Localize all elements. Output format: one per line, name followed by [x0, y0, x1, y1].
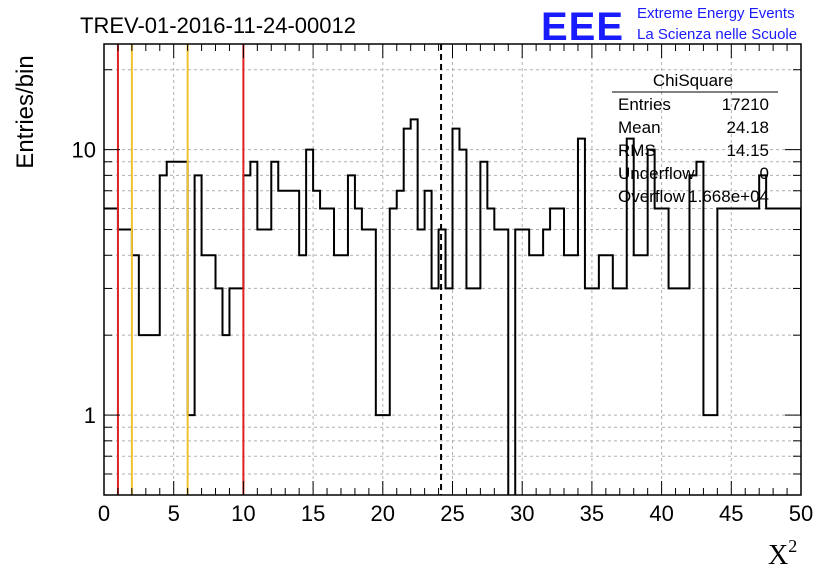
y-axis-label: Entries/bin: [12, 55, 39, 168]
stats-row-label: RMS: [618, 141, 656, 160]
stats-box: ChiSquare Entries 17210 Mean 24.18 RMS 14.15 U…: [612, 71, 778, 206]
stats-row-value: 24.18: [726, 118, 769, 137]
x-tick-label: 0: [98, 501, 110, 526]
x-tick-label: 5: [168, 501, 180, 526]
stats-row-value: 14.15: [726, 141, 769, 160]
eee-logo-line1: Extreme Energy Events: [637, 5, 795, 22]
x-tick-label: 30: [510, 501, 534, 526]
stats-title: ChiSquare: [653, 71, 733, 90]
eee-logo-mark: EEE: [541, 5, 624, 49]
x-tick-label: 45: [719, 501, 743, 526]
x-axis-label-main: X: [768, 540, 788, 571]
y-tick-label: 1: [84, 403, 96, 428]
stats-row-value: 1.668e+04: [688, 187, 769, 206]
stats-row-value: 17210: [722, 95, 769, 114]
x-tick-label: 40: [649, 501, 673, 526]
y-tick-labels: 1 10: [72, 138, 96, 428]
stats-row-value: 0: [760, 164, 769, 183]
x-tick-label: 15: [301, 501, 325, 526]
y-tick-label: 10: [72, 138, 96, 163]
stats-rows: Entries 17210 Mean 24.18 RMS 14.15 Underflow 0 O…: [618, 95, 769, 206]
x-axis-label-superscript: 2: [788, 536, 797, 556]
stats-row-label: Overflow: [618, 187, 686, 206]
x-tick-labels: 0 5 10 15 20 25 30 35 40 45 50: [98, 501, 813, 526]
x-tick-label: 25: [440, 501, 464, 526]
stats-row-label: Underflow: [618, 164, 695, 183]
x-tick-label: 35: [580, 501, 604, 526]
stats-row-label: Mean: [618, 118, 661, 137]
reference-lines: [116, 44, 443, 495]
x-tick-label: 50: [789, 501, 813, 526]
axis-ticks: [103, 44, 802, 495]
stats-row-label: Entries: [618, 95, 671, 114]
eee-logo: EEE Extreme Energy Events La Scienza nel…: [541, 5, 797, 49]
x-tick-label: 10: [231, 501, 255, 526]
x-tick-label: 20: [371, 501, 395, 526]
x-axis-label: X2: [768, 536, 797, 571]
histogram-series: [104, 118, 801, 495]
eee-logo-line2: La Scienza nelle Scuole: [637, 26, 797, 43]
chart-title: TREV-01-2016-11-24-00012: [80, 13, 356, 38]
